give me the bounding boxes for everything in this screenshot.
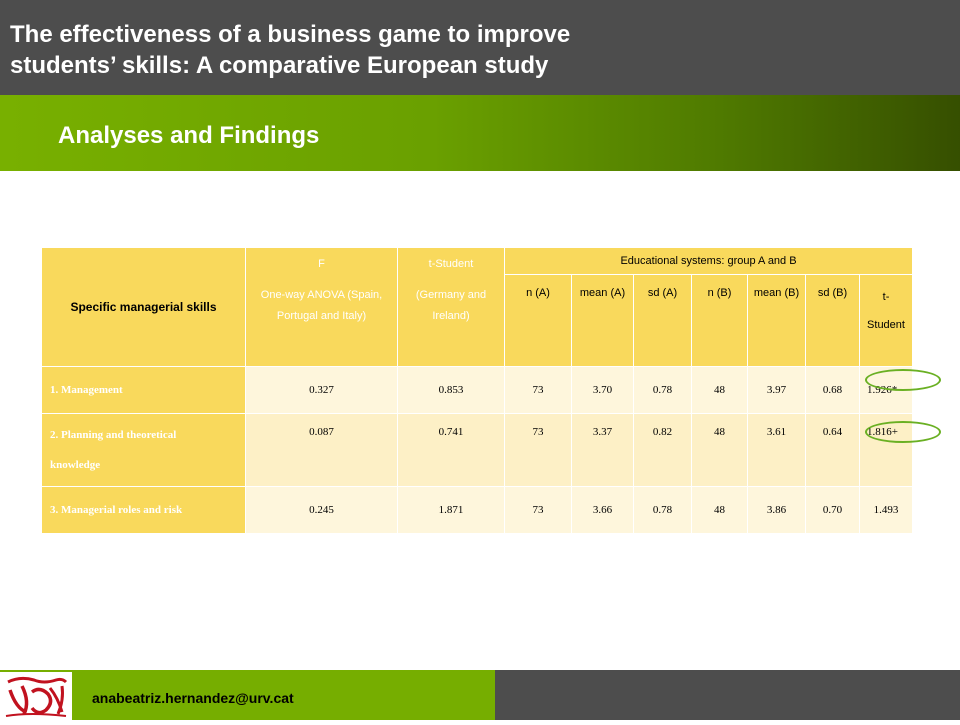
row-n-b: 48 [691,366,748,414]
row-mean-b: 3.86 [747,486,806,534]
row-n-a: 73 [504,366,572,414]
highlight-ring-row-2 [865,421,941,443]
row-n-b: 48 [691,413,748,487]
table-row: 1. Management 0.327 0.853 73 3.70 0.78 4… [41,366,914,414]
subtitle-bar [0,95,960,171]
header-tstudent-desc: (Germany and Ireland) [415,289,487,322]
header-anova-title: F [318,258,325,270]
header-t-student: t- Student [858,274,914,367]
row-mean-a: 3.70 [571,366,634,414]
row-sd-a: 0.78 [633,486,692,534]
header-tstudent: t-Student (Germany and Ireland) [397,247,505,367]
slide-title: The effectiveness of a business game to … [10,19,710,81]
results-table: Specific managerial skills F One-way ANO… [41,247,914,534]
row-sd-a: 0.78 [633,366,692,414]
row-n-b: 48 [691,486,748,534]
row-skill-label: 2. Planning and theoretical knowledge [41,413,246,487]
row-sd-b: 0.70 [805,486,860,534]
table-row: 3. Managerial roles and risk 0.245 1.871… [41,486,914,534]
header-mean-a: mean (A) [571,274,634,367]
row-t-value: 1.871 [397,486,505,534]
row-t-value: 0.853 [397,366,505,414]
row-t-student: 1.493 [858,486,914,534]
row-mean-a: 3.66 [571,486,634,534]
urv-logo-icon [0,672,72,720]
header-sd-a: sd (A) [633,274,692,367]
row-skill-label-line-2: knowledge [50,459,101,471]
header-tstudent-title: t-Student [428,258,474,270]
row-f-value: 0.087 [245,413,398,487]
header-t-student-line-2: Student [867,319,905,331]
header-bar [0,0,960,95]
header-anova: F One-way ANOVA (Spain, Portugal and Ita… [245,247,398,367]
row-f-value: 0.327 [245,366,398,414]
row-sd-a: 0.82 [633,413,692,487]
row-mean-b: 3.97 [747,366,806,414]
header-skills: Specific managerial skills [41,247,246,367]
row-sd-b: 0.68 [805,366,860,414]
row-t-value: 0.741 [397,413,505,487]
header-row-1: Specific managerial skills F One-way ANO… [41,247,914,367]
footer-bar [0,670,495,720]
header-t-student-line-1: t- [882,291,890,303]
header-sd-b: sd (B) [805,274,860,367]
section-subtitle: Analyses and Findings [58,122,320,149]
contact-email[interactable]: anabeatriz.hernandez@urv.cat [92,690,294,706]
row-mean-b: 3.61 [747,413,806,487]
row-mean-a: 3.37 [571,413,634,487]
row-skill-label: 3. Managerial roles and risk [41,486,246,534]
row-n-a: 73 [504,413,572,487]
row-sd-b: 0.64 [805,413,860,487]
footer-bar-right [495,670,960,720]
highlight-ring-row-1 [865,369,941,391]
header-row-2: n (A) mean (A) sd (A) n (B) mean (B) sd … [42,274,914,367]
row-n-a: 73 [504,486,572,534]
row-f-value: 0.245 [245,486,398,534]
header-anova-desc: One-way ANOVA (Spain, Portugal and Italy… [260,289,383,322]
urv-logo-graphic [5,676,68,717]
row-skill-label-line-1: 2. Planning and theoretical [50,429,177,441]
header-n-a: n (A) [504,274,572,367]
slide-title-line-1: The effectiveness of a business game to … [10,21,571,48]
row-skill-label: 1. Management [41,366,246,414]
header-n-b: n (B) [691,274,748,367]
table-row: 2. Planning and theoretical knowledge 0.… [41,413,914,487]
header-mean-b: mean (B) [747,274,806,367]
slide-title-line-2: students’ skills: A comparative European… [10,52,549,79]
header-group: Educational systems: group A and B [503,247,914,275]
